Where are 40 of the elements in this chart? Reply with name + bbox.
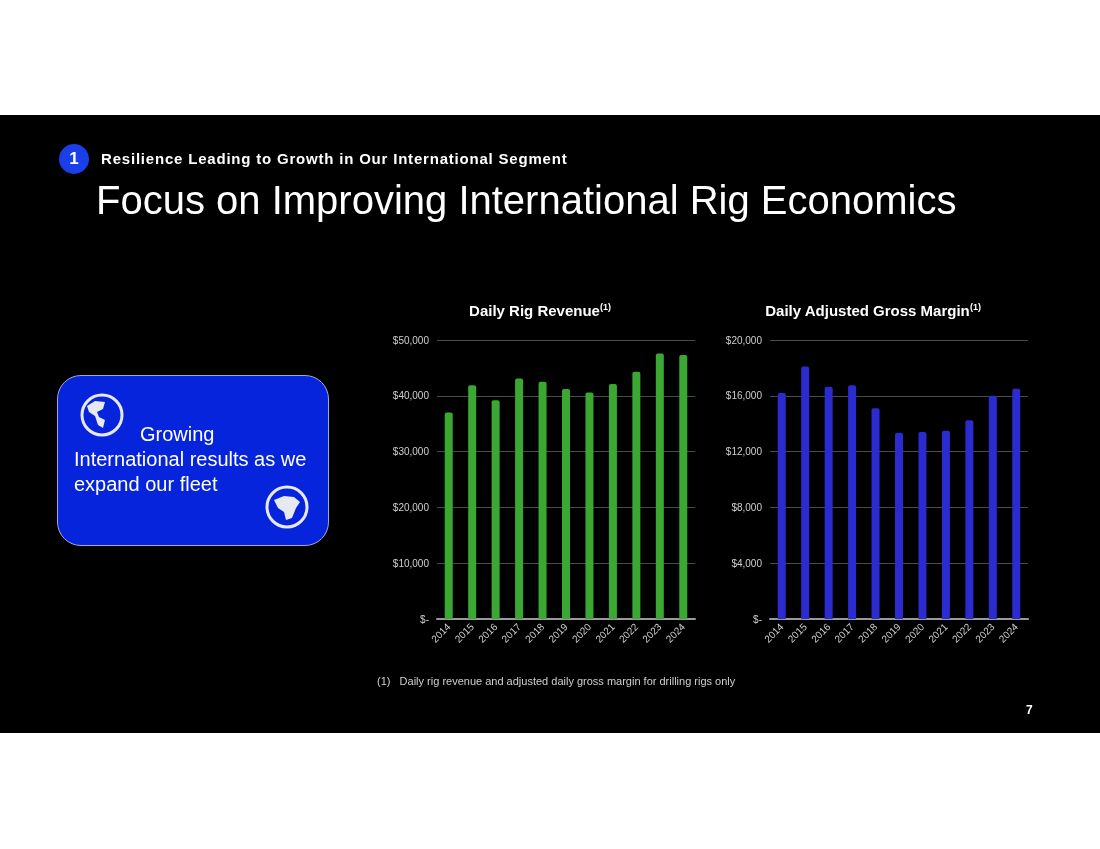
y-tick-label: $40,000	[392, 390, 430, 402]
text: Growing International results as we expand our fleet	[74, 422, 308, 497]
bar	[895, 432, 903, 619]
bar	[608, 384, 617, 619]
y-tick-label: $-	[420, 613, 429, 625]
bar	[444, 412, 453, 619]
bar	[918, 432, 927, 619]
y-tick-label: $20,000	[725, 334, 763, 346]
text: Resilience Leading to Growth in Our International Segment	[101, 150, 568, 167]
bar	[1012, 388, 1021, 619]
bar	[562, 389, 570, 619]
text: Focus on Improving International Rig Economics	[96, 178, 957, 223]
bar	[871, 408, 880, 619]
bar	[491, 400, 500, 619]
bar	[941, 430, 950, 619]
bar	[777, 393, 786, 619]
bar	[679, 355, 688, 619]
y-tick-label: $12,000	[725, 446, 763, 458]
bar	[848, 385, 857, 619]
bar	[538, 381, 547, 619]
y-tick-label: $10,000	[392, 557, 430, 569]
text: 1	[59, 144, 89, 174]
y-tick-label: $4,000	[731, 557, 763, 569]
bar	[988, 395, 997, 619]
y-tick-label: $8,000	[731, 501, 763, 513]
bar	[655, 353, 664, 619]
bar	[468, 385, 477, 619]
bar	[632, 371, 641, 619]
bar	[801, 366, 810, 619]
bar	[585, 392, 594, 619]
bar	[515, 378, 524, 619]
bar	[965, 420, 974, 619]
y-tick-label: $-	[753, 613, 762, 625]
text: (1) Daily rig revenue and adjusted daily gross margin for drilling rigs only	[377, 675, 736, 687]
bar	[824, 386, 833, 619]
y-tick-label: $50,000	[392, 334, 430, 346]
y-tick-label: $16,000	[725, 390, 763, 402]
text: 7	[1026, 703, 1033, 717]
y-tick-label: $30,000	[392, 446, 430, 458]
y-tick-label: $20,000	[392, 501, 430, 513]
